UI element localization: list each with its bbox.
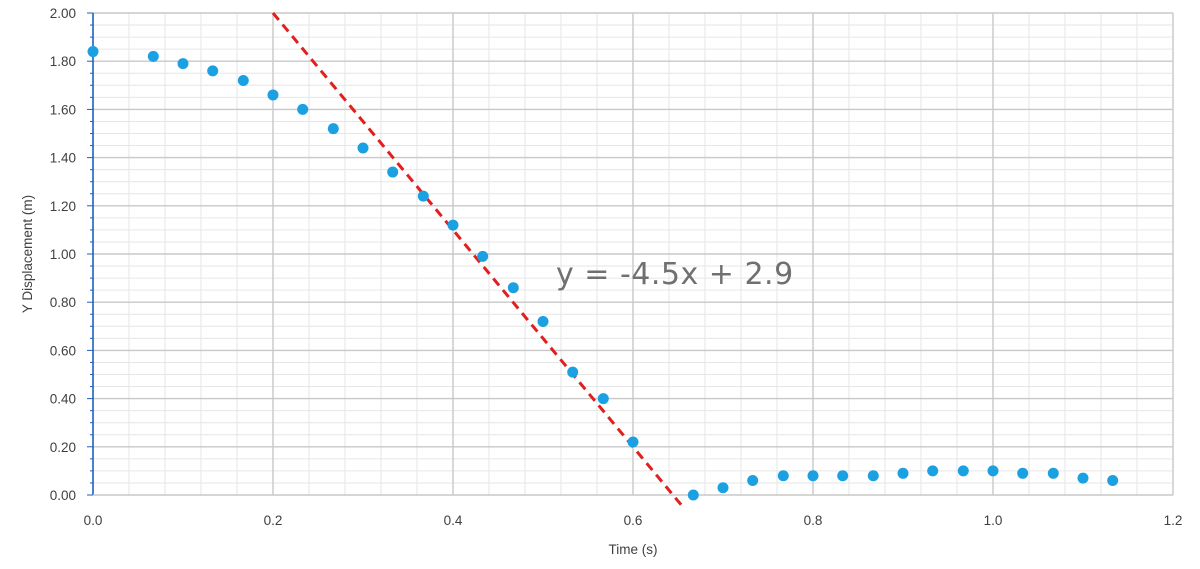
data-point [1047, 467, 1059, 479]
y-tick-label: 0.80 [50, 295, 76, 310]
data-point [987, 465, 999, 477]
y-axis-title: Y Displacement (m) [20, 195, 35, 313]
data-point [207, 65, 219, 77]
data-point [627, 436, 639, 448]
data-point [687, 489, 699, 501]
axes [87, 12, 1173, 496]
y-tick-label: 0.00 [50, 488, 76, 503]
data-point [1107, 475, 1119, 487]
data-point [387, 166, 399, 178]
data-point [447, 219, 459, 231]
data-point [747, 475, 759, 487]
data-point [177, 58, 189, 70]
x-tick-label: 0.0 [84, 513, 103, 528]
data-point [927, 465, 939, 477]
data-point [507, 282, 519, 294]
y-tick-label: 1.80 [50, 54, 76, 69]
data-point [357, 142, 369, 154]
data-point [327, 123, 339, 135]
data-point [267, 89, 279, 101]
trendline-segment [271, 12, 686, 510]
x-tick-label: 1.2 [1164, 513, 1183, 528]
x-tick-label: 0.4 [444, 513, 463, 528]
trendline [271, 12, 686, 510]
data-point [417, 190, 429, 202]
data-point [837, 470, 849, 482]
data-points [87, 46, 1119, 501]
data-point [87, 46, 99, 58]
data-point [1017, 467, 1029, 479]
data-point [477, 250, 489, 262]
x-tick-label: 1.0 [984, 513, 1003, 528]
data-point [957, 465, 969, 477]
data-point [567, 366, 579, 378]
y-tick-label: 0.20 [50, 440, 76, 455]
y-tick-label: 1.20 [50, 199, 76, 214]
data-point [717, 482, 729, 494]
data-point [297, 103, 309, 115]
data-point [867, 470, 879, 482]
data-point [147, 50, 159, 62]
y-tick-label: 2.00 [50, 6, 76, 21]
data-point [807, 470, 819, 482]
data-point [777, 470, 789, 482]
y-tick-label: 1.60 [50, 102, 76, 117]
y-tick-labels: 0.00 0.20 0.40 0.60 0.80 1.00 1.20 1.40 1.60 1.80… [50, 6, 76, 503]
data-point [597, 393, 609, 405]
x-tick-label: 0.6 [624, 513, 643, 528]
x-tick-labels: 0.0 0.2 0.4 0.6 0.8 1.0 1.2 [84, 513, 1183, 528]
y-tick-label: 1.40 [50, 151, 76, 166]
x-axis-title: Time (s) [609, 542, 658, 557]
y-tick-label: 0.60 [50, 343, 76, 358]
y-tick-label: 1.00 [50, 247, 76, 262]
data-point [237, 74, 249, 86]
data-point [897, 467, 909, 479]
trendline-equation: y = -4.5x + 2.9 [556, 257, 794, 292]
x-tick-label: 0.8 [804, 513, 823, 528]
data-point [537, 315, 549, 327]
y-tick-label: 0.40 [50, 392, 76, 407]
x-tick-label: 0.2 [264, 513, 283, 528]
data-point [1077, 472, 1089, 484]
